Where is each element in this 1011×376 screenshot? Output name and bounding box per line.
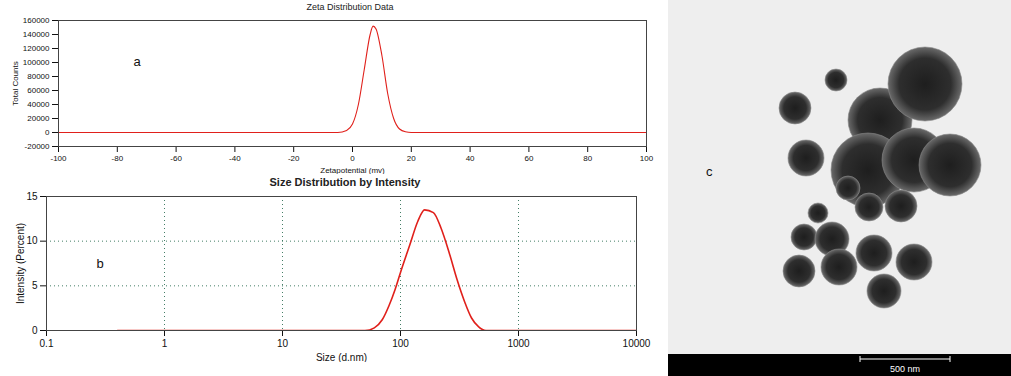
svg-text:-20000: -20000 (25, 142, 50, 151)
svg-text:a: a (134, 54, 142, 69)
svg-text:0.1: 0.1 (40, 338, 54, 349)
svg-text:0: 0 (350, 154, 355, 163)
svg-text:0: 0 (45, 128, 50, 137)
svg-text:Total Counts: Total Counts (11, 61, 20, 105)
svg-text:Intensity (Percent): Intensity (Percent) (15, 223, 26, 304)
svg-text:15: 15 (26, 191, 38, 202)
svg-text:100: 100 (392, 338, 409, 349)
svg-text:5: 5 (32, 280, 38, 291)
svg-text:20000: 20000 (27, 114, 50, 123)
svg-text:1000: 1000 (507, 338, 530, 349)
svg-text:-60: -60 (170, 154, 182, 163)
svg-text:-40: -40 (229, 154, 241, 163)
svg-text:b: b (97, 256, 104, 271)
svg-text:80000: 80000 (27, 72, 50, 81)
svg-text:60000: 60000 (27, 86, 50, 95)
svg-text:100: 100 (640, 154, 654, 163)
svg-text:-100: -100 (50, 154, 67, 163)
svg-text:120000: 120000 (23, 44, 50, 53)
svg-text:0: 0 (32, 325, 38, 336)
svg-text:10000: 10000 (623, 338, 651, 349)
svg-text:c: c (706, 164, 713, 179)
svg-text:80: 80 (583, 154, 592, 163)
svg-text:140000: 140000 (23, 30, 50, 39)
svg-text:-20: -20 (288, 154, 300, 163)
html-text:Zeta Distribution Data: Zeta Distribution Data (306, 2, 394, 12)
svg-text:40000: 40000 (27, 100, 50, 109)
svg-text:20: 20 (407, 154, 416, 163)
svg-text:Zetapotential (mv): Zetapotential (mv) (320, 166, 385, 175)
svg-text:100000: 100000 (23, 58, 50, 67)
svg-text:10: 10 (26, 235, 38, 246)
svg-text:Size (d.nm): Size (d.nm) (316, 352, 367, 363)
svg-text:1: 1 (162, 338, 168, 349)
html-text:Size Distribution by Intensity: Size Distribution by Intensity (269, 176, 421, 188)
svg-text:500 nm: 500 nm (890, 364, 920, 374)
svg-text:-80: -80 (112, 154, 124, 163)
svg-text:160000: 160000 (23, 16, 50, 25)
svg-text:10: 10 (277, 338, 289, 349)
svg-text:60: 60 (524, 154, 533, 163)
svg-text:40: 40 (466, 154, 475, 163)
